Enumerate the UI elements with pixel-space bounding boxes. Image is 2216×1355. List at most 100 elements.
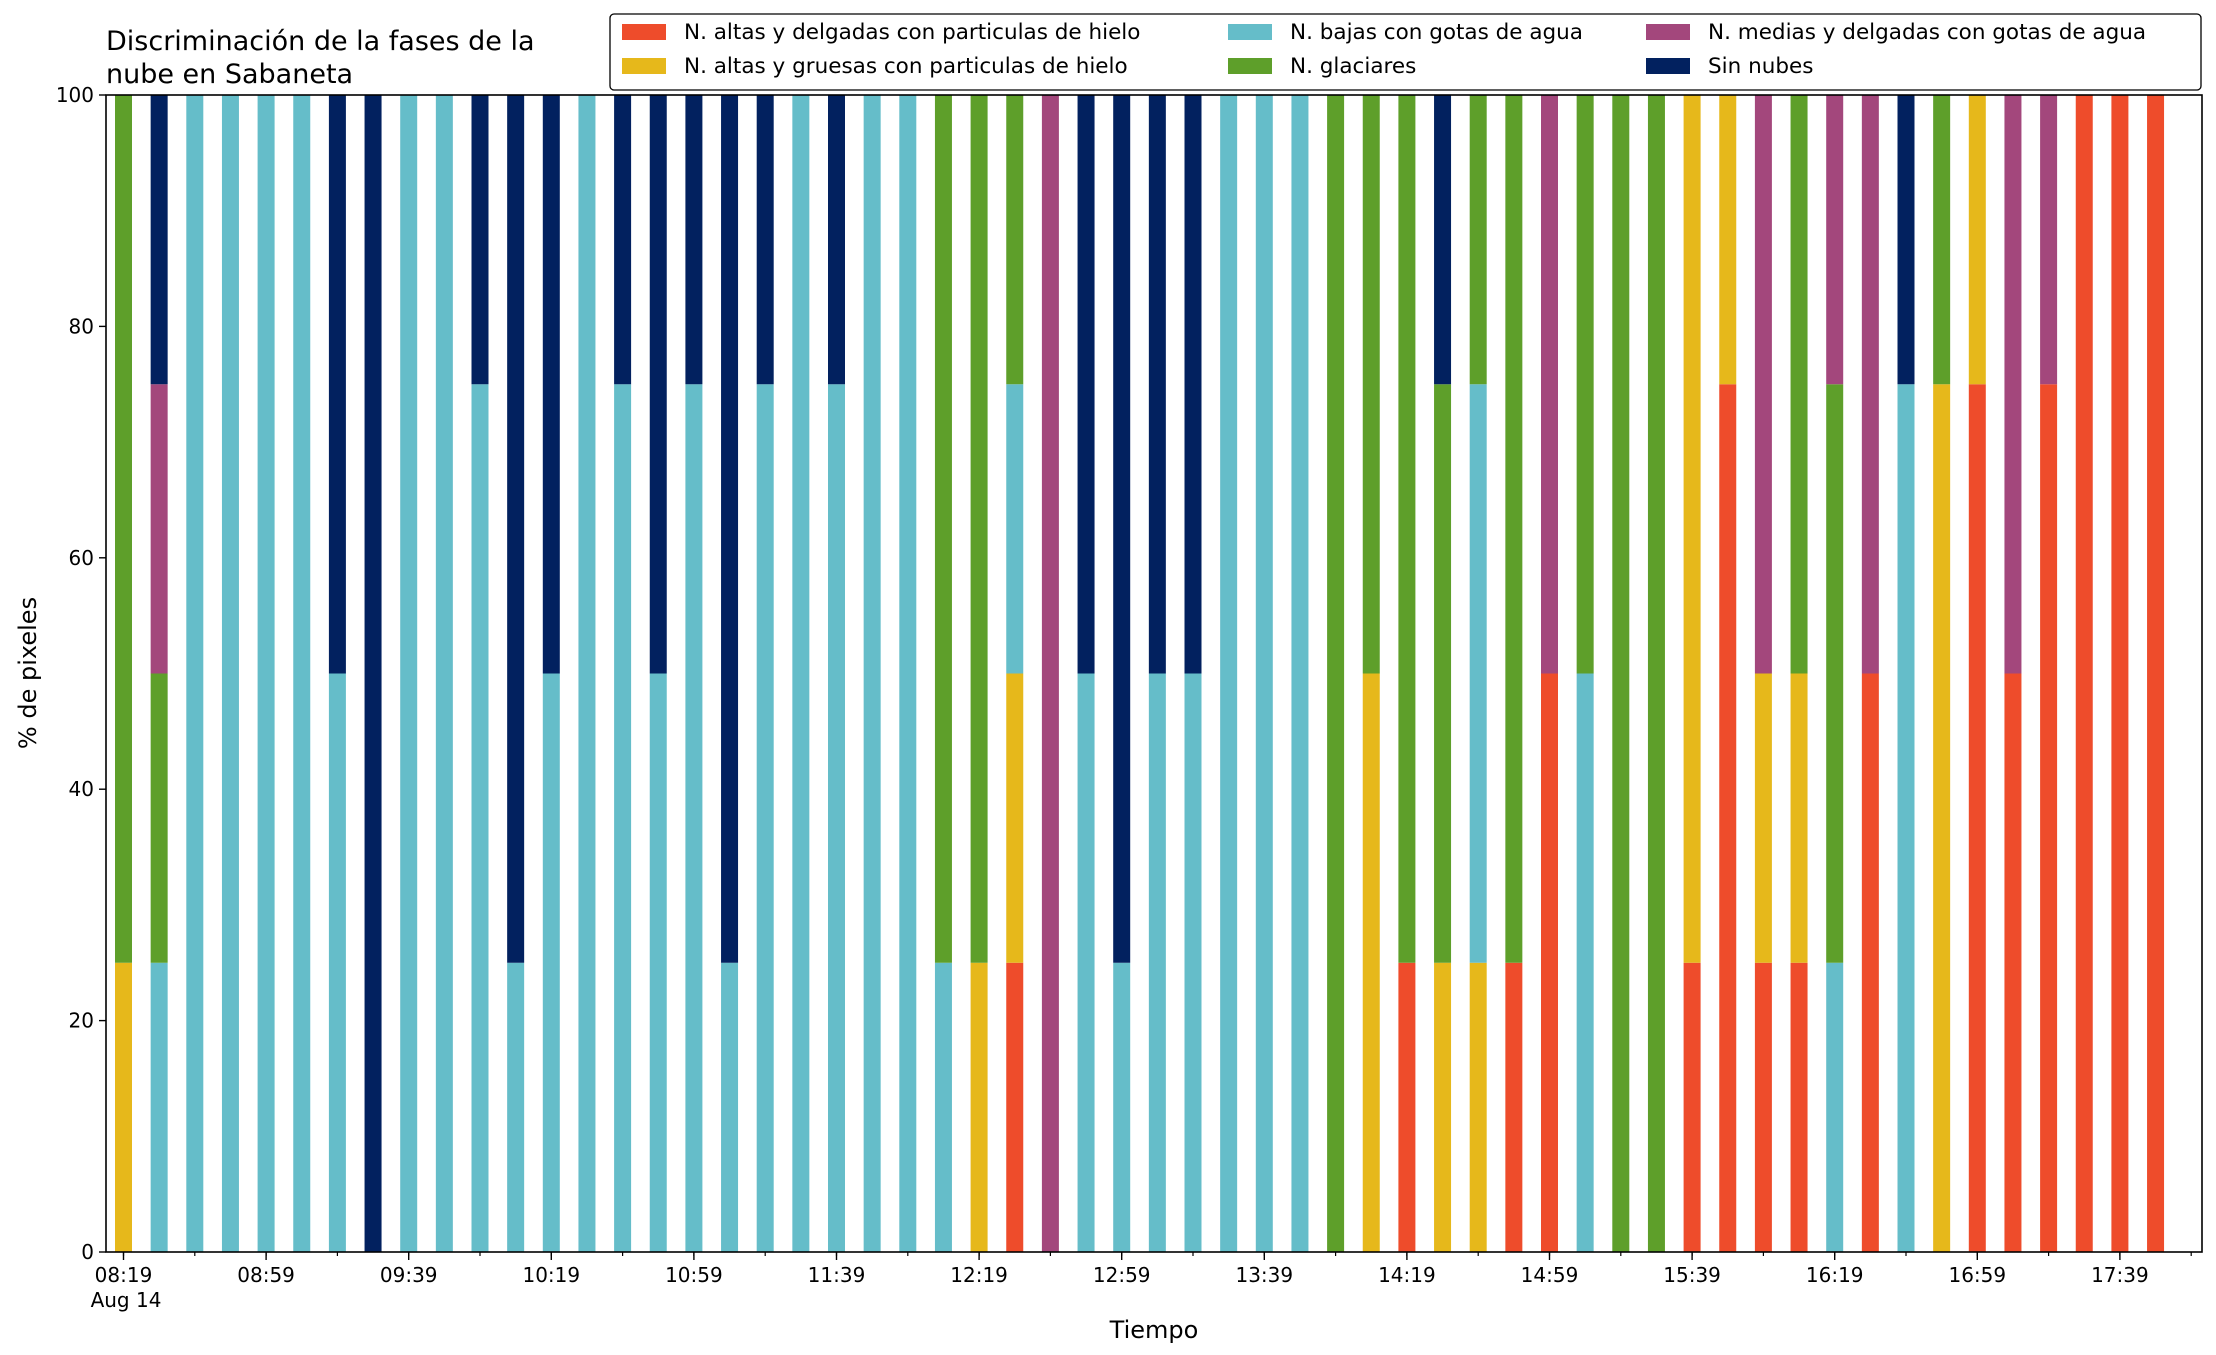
y-tick-label: 20 [69,1009,94,1033]
bar-segment-media-agua [1826,95,1844,385]
bar-segment-alta-delgada [1790,962,1808,1252]
bar-segment-glaciar [1576,95,1594,674]
bar-segment-sin-nubes [471,95,489,385]
bar-segment-baja-agua [257,95,275,1252]
bar-segment-alta-gruesa [1790,673,1808,963]
x-tick-label: 10:19 [522,1263,580,1287]
bar-segment-media-agua [1541,95,1558,674]
bar-segment-alta-gruesa [1933,384,1951,1252]
x-tick-label: 14:19 [1378,1263,1436,1287]
x-axis-label: Tiempo [1109,1316,1199,1344]
bar-segment-alta-gruesa [1968,95,1986,385]
legend-swatch-sin-nubes [1646,58,1690,74]
bar-segment-baja-agua [1184,673,1202,1252]
x-tick-label: 08:59 [237,1263,295,1287]
bar-segment-baja-agua [863,95,881,1252]
bar-segment-baja-agua [828,384,845,1252]
bar-segment-glaciar [1933,95,1951,385]
bar-segment-media-agua [150,384,168,674]
x-tick-label: 13:39 [1235,1263,1293,1287]
bar-segment-alta-delgada [1541,673,1558,1252]
legend-swatch-media-agua [1646,24,1690,40]
bars-layer [115,95,2165,1252]
bar-segment-alta-delgada [2147,95,2165,1252]
y-axis-label: % de pixeles [14,597,42,749]
bar-segment-alta-delgada [2004,673,2022,1252]
bar-segment-baja-agua [186,95,204,1252]
bar-segment-media-agua [1041,95,1059,1252]
bar-segment-glaciar [1327,95,1345,1252]
bar-segment-media-agua [1861,95,1879,674]
bar-segment-alta-delgada [1398,962,1416,1252]
bar-segment-glaciar [1362,95,1380,674]
bar-segment-sin-nubes [328,95,346,674]
bar-segment-baja-agua [1576,673,1594,1252]
bar-segment-sin-nubes [1148,95,1166,674]
bar-segment-glaciar [1826,384,1844,963]
bar-segment-alta-gruesa [115,962,132,1252]
bar-segment-sin-nubes [542,95,560,674]
bar-segment-baja-agua [471,384,489,1252]
bar-segment-sin-nubes [364,95,382,1252]
legend-swatch-alta-delgada [622,24,666,40]
bar-segment-baja-agua [328,673,346,1252]
bar-segment-baja-agua [150,962,168,1252]
bar-segment-baja-agua [1291,95,1309,1252]
bar-segment-baja-agua [293,95,311,1252]
x-tick-label: 16:19 [1806,1263,1864,1287]
bar-segment-baja-agua [649,673,667,1252]
bar-segment-sin-nubes [649,95,667,674]
bar-segment-media-agua [2040,95,2058,385]
bar-segment-glaciar [1398,95,1416,963]
axes-frame [105,94,2203,1253]
bar-segment-baja-agua [1897,384,1915,1252]
x-tick-label: 08:19 [95,1263,153,1287]
legend-swatch-alta-gruesa [622,58,666,74]
bar-segment-baja-agua [507,962,525,1252]
legend-label-sin-nubes: Sin nubes [1708,54,1813,79]
x-axis-date-label: Aug 14 [91,1288,162,1312]
chart-title-line1: Discriminación de la fases de la [106,26,535,57]
bar-segment-alta-delgada [2111,95,2129,1252]
bar-segment-glaciar [115,95,132,963]
y-tick-label: 100 [56,83,94,107]
bar-segment-glaciar [1469,95,1487,385]
bar-segment-sin-nubes [1184,95,1202,674]
bar-segment-baja-agua [899,95,917,1252]
x-tick-label: 12:19 [950,1263,1008,1287]
legend-label-glaciar: N. glaciares [1290,54,1416,79]
legend-frame [609,13,2202,91]
bar-segment-alta-delgada [1861,673,1879,1252]
bar-segment-sin-nubes [1897,95,1915,385]
legend-label-media-agua: N. medias y delgadas con gotas de agua [1708,20,2146,45]
bar-segment-sin-nubes [614,95,632,385]
bar-segment-alta-gruesa [1719,95,1737,385]
bar-segment-baja-agua [792,95,810,1252]
bar-segment-baja-agua [1148,673,1166,1252]
legend: N. altas y delgadas con particulas de hi… [609,13,2202,91]
x-tick-label: 15:39 [1663,1263,1721,1287]
bar-segment-sin-nubes [1434,95,1452,385]
ticks-layer: 0 20 40 60 80 100 08:19 08:59 09:39 10:19 10:59 11:… [56,83,2192,1287]
bar-segment-baja-agua [1826,962,1844,1252]
chart-title-line2: nube en Sabaneta [106,59,353,90]
legend-label-baja-agua: N. bajas con gotas de agua [1290,20,1583,45]
bar-segment-alta-gruesa [1434,962,1452,1252]
y-tick-label: 40 [69,777,94,801]
y-tick-label: 80 [69,314,94,338]
bar-segment-media-agua [2004,95,2022,674]
bar-segment-alta-gruesa [1006,673,1024,963]
bar-segment-sin-nubes [150,95,168,385]
bar-segment-glaciar [1505,95,1523,963]
bar-segment-sin-nubes [828,95,845,385]
bar-segment-alta-delgada [1968,384,1986,1252]
legend-label-alta-gruesa: N. altas y gruesas con particulas de hie… [684,54,1128,79]
y-tick-label: 60 [69,546,94,570]
bar-segment-alta-delgada [1505,962,1523,1252]
bar-segment-glaciar [150,673,168,963]
bar-segment-sin-nubes [507,95,525,963]
bar-segment-baja-agua [614,384,632,1252]
x-tick-label: 14:59 [1521,1263,1579,1287]
bar-segment-glaciar [1434,384,1452,963]
